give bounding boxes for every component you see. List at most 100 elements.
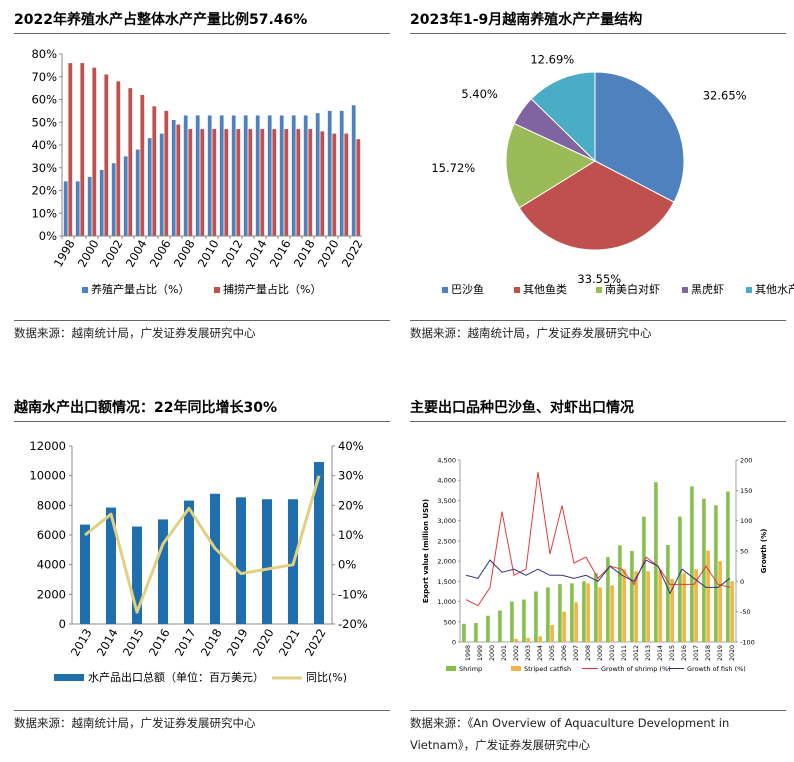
chart2-slice-label: 5.40% (461, 87, 498, 101)
chart2-title-rule (410, 33, 786, 34)
chart4-bar-catfish (514, 638, 518, 642)
chart1-legend-swatch-catch (214, 287, 220, 293)
chart1-bar-aqua (171, 119, 176, 236)
chart4-x-tick-label: 2003 (525, 645, 532, 661)
chart4-x-tick-label: 2017 (693, 645, 700, 661)
chart4-x-tick-label: 1999 (477, 645, 484, 661)
chart1-source: 数据来源：越南统计局，广发证券发展研究中心 (14, 326, 256, 340)
chart4-bar-catfish (706, 550, 710, 642)
chart1-source-rule (14, 320, 390, 321)
chart1-bar-catch (260, 129, 265, 236)
chart4-bar-shrimp (642, 516, 646, 642)
chart4-bar-shrimp (498, 610, 502, 642)
chart1-x-tick-label: 2000 (75, 237, 102, 269)
chart4-x-tick-label: 2007 (573, 645, 580, 661)
chart1-x-tick-label: 2004 (123, 237, 150, 269)
chart2-title: 2023年1-9月越南养殖水产产量结构 (410, 12, 643, 28)
chart1-bar-catch (224, 129, 229, 236)
chart3-y2-tick-label: 20% (338, 498, 364, 512)
chart4-y2-tick-label: 50 (740, 548, 748, 556)
chart4-bar-catfish (634, 571, 638, 642)
chart4-bar-catfish (562, 611, 566, 642)
chart4-line-fish-growth (465, 559, 731, 595)
chart4-bar-catfish (586, 583, 590, 642)
chart4-x-tick-label: 2010 (609, 645, 616, 661)
chart1-bar-catch (92, 67, 97, 237)
chart4-bar-catfish (658, 570, 662, 642)
chart3-x-tick-label: 2014 (94, 626, 121, 658)
chart1-bar-aqua (207, 115, 212, 236)
chart4-bar-catfish (670, 578, 674, 642)
chart1-bar-catch (332, 133, 337, 236)
chart2-pie-slice (518, 160, 675, 251)
chart3-y2-tick-label: 0% (338, 558, 356, 572)
chart4-title-rule (410, 421, 786, 422)
chart4-legend-label-fish-growth: Growth of fish (%) (687, 665, 746, 673)
chart1-x-tick-label: 2020 (315, 237, 342, 269)
chart1-bar-aqua (279, 115, 284, 236)
chart2-slice-label: 12.69% (530, 53, 574, 67)
chart4-bar-catfish (538, 636, 542, 642)
chart3-y2-tick-label: -20% (338, 617, 368, 631)
chart4-x-tick-label: 2014 (657, 645, 664, 661)
chart4-x-tick-label: 2018 (705, 645, 712, 661)
chart4-y2-tick-label: 0 (740, 578, 744, 586)
chart4-bar-shrimp (594, 573, 598, 642)
chart3-x-tick-label: 2016 (146, 626, 173, 658)
chart4-x-tick-label: 2001 (501, 645, 508, 661)
chart4-x-tick-label: 2015 (669, 645, 676, 661)
chart1-y-tick-label: 30% (31, 161, 57, 175)
chart4-y-tick-label: 0 (452, 639, 456, 647)
chart4-y-tick-label: 4,000 (437, 477, 456, 485)
chart4-legend-label-catfish: Striped catfish (524, 665, 571, 673)
chart4-y2-tick-label: -100 (740, 639, 755, 647)
chart4-x-tick-label: 2009 (597, 645, 604, 661)
chart1-bar-aqua (75, 181, 80, 236)
chart4-bar-catfish (610, 585, 614, 642)
chart2-pie-slice (530, 71, 596, 163)
chart1-y-tick-label: 50% (31, 115, 57, 129)
chart2-legend-label: 其他鱼类 (523, 282, 567, 296)
chart1-legend-label-aqua: 养殖产量占比（%） (91, 282, 189, 296)
chart4-x-tick-label: 2019 (717, 645, 724, 661)
chart4-y2-tick-label: 100 (740, 517, 752, 525)
chart4-x-tick-label: 2002 (513, 645, 520, 661)
chart3-legend-label-export: 水产品出口总额（单位：百万美元） (88, 670, 264, 684)
chart4-bar-shrimp (726, 491, 730, 642)
chart4-x-tick-label: 2006 (561, 645, 568, 661)
chart3-y2-tick-label: 10% (338, 528, 364, 542)
chart1-x-tick-label: 2006 (147, 237, 174, 269)
chart4-y-tick-label: 3,000 (437, 517, 456, 525)
chart4-y-tick-label: 2,500 (437, 537, 456, 545)
chart3-bar-export (236, 497, 246, 624)
chart3-y2-tick-label: 40% (338, 439, 364, 453)
chart3-y-tick-label: 4000 (37, 558, 66, 572)
chart4-source-line-1: 数据来源：《An Overview of Aquaculture Develop… (410, 716, 730, 730)
chart3-title-rule (14, 421, 390, 422)
chart4-bar-shrimp (534, 591, 538, 642)
chart1-title-rule (14, 33, 390, 34)
chart2-slice-label: 15.72% (431, 161, 475, 175)
chart4-y-tick-label: 1,000 (437, 598, 456, 606)
chart3-legend-label-yoy: 同比(%) (306, 671, 347, 684)
chart1-y-tick-label: 60% (31, 93, 57, 107)
chart1-bar-aqua (255, 115, 260, 236)
chart1-bar-catch (128, 88, 133, 236)
chart3-x-tick-label: 2018 (198, 626, 225, 658)
chart1-bar-catch (212, 129, 217, 236)
chart3-x-tick-label: 2013 (68, 626, 95, 658)
chart3-bar-export (314, 462, 324, 624)
chart3-y-tick-label: 10000 (29, 469, 66, 483)
chart2-pie-slice (594, 71, 685, 203)
chart4-bar-catfish (526, 637, 530, 642)
chart1-bar-catch (116, 81, 121, 236)
chart2-legend-label: 黑虎虾 (691, 283, 724, 296)
chart4-bar-catfish (730, 581, 734, 642)
chart1-x-tick-label: 2002 (99, 237, 126, 269)
chart1-y-tick-label: 10% (31, 206, 57, 220)
chart4-y-tick-label: 1,500 (437, 578, 456, 586)
chart4-title: 主要出口品种巴沙鱼、对虾出口情况 (410, 400, 634, 416)
chart4-y-tick-label: 4,500 (437, 457, 456, 465)
chart4-bar-shrimp (702, 498, 706, 642)
chart1-bar-aqua (195, 115, 200, 236)
